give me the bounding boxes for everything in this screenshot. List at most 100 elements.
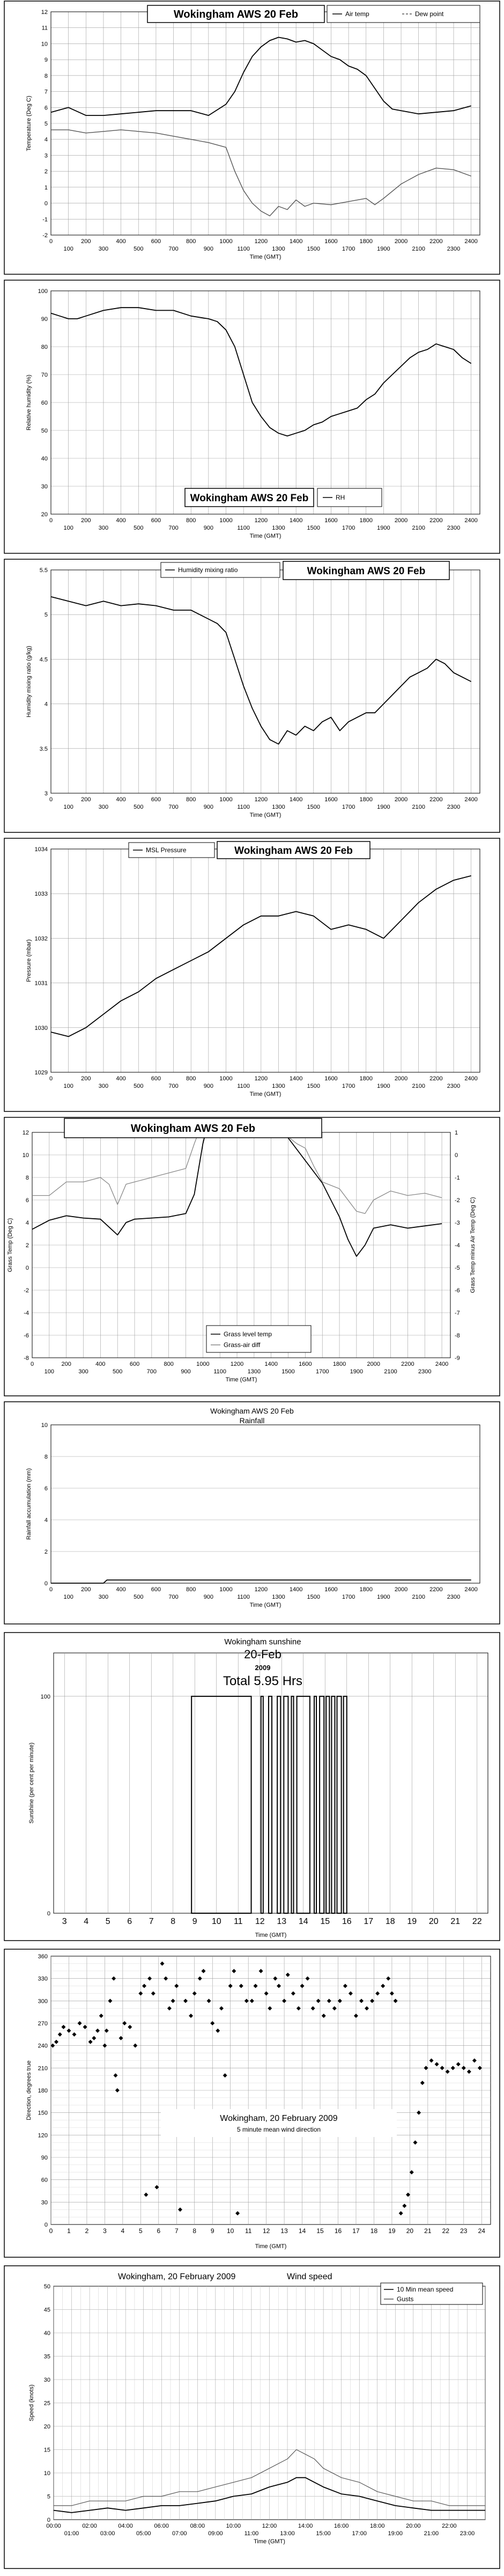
y-tick-label: 4 [45, 701, 48, 708]
sunshine-bar [291, 1695, 294, 1914]
data-point [201, 1968, 206, 1973]
x-tick-label: 14 [299, 1917, 308, 1926]
x-tick-label: 22 [442, 2227, 450, 2235]
x-tick-label: 1400 [290, 1586, 302, 1593]
y-axis-label: Pressure (mbar) [26, 939, 32, 982]
x-tick-label: 1800 [360, 796, 373, 803]
x-tick-label: 20 [429, 1917, 439, 1926]
series-line-mixing-ratio [50, 596, 472, 745]
data-point [147, 1976, 152, 1981]
x-tick-label: 200 [81, 796, 91, 803]
x-tick-label: 18 [386, 1917, 395, 1926]
data-point [219, 2006, 224, 2011]
y-tick-label: 0 [47, 2517, 50, 2523]
x-tick-label: 1300 [272, 1083, 285, 1089]
y-tick-label: 0 [45, 1580, 48, 1587]
chart-svg: 0 2 4 6 8 10 Rainfall accumulation (mm) Time (G… [4, 1401, 500, 1624]
data-point [253, 1984, 258, 1988]
y-axis-label: Grass Temp (Deg C) [7, 1218, 13, 1272]
plot-area [50, 569, 480, 794]
data-point [413, 2140, 418, 2145]
x-tick-label: 00:00 [46, 2523, 61, 2529]
x-tick-label: 5 [106, 1917, 110, 1926]
y-tick-label: -2 [42, 232, 48, 239]
x-tick-label: 300 [99, 1594, 108, 1600]
chart-svg: 0 100 Sunshine (per cent per minute) Time (… [4, 1632, 500, 1941]
x-tick-label: 10 [212, 1917, 221, 1926]
y-tick-label: -1 [42, 216, 48, 223]
x-tick-label: 8 [192, 2227, 196, 2235]
chart-svg: 3 3.5 4 4.5 5 5.5 Humidity mixing ratio (g/kg)… [4, 559, 500, 833]
chart-title: Wokingham AWS 20 Feb [174, 9, 298, 20]
x-tick-label: 15 [320, 1917, 330, 1926]
data-point [160, 1961, 165, 1966]
x-tick-label: 1900 [350, 1368, 363, 1375]
x-tick-label: 2 [85, 2227, 89, 2235]
x-tick-label: 200 [81, 1075, 91, 1082]
x-tick-label: 1200 [255, 517, 268, 524]
x-tick-label: 500 [134, 246, 143, 252]
y-tick-label: 6 [45, 105, 48, 111]
data-point [305, 1976, 310, 1981]
series-line-rh [50, 307, 472, 437]
y-tick-label: 1030 [35, 1025, 48, 1031]
x-tick-label: 2400 [464, 238, 477, 245]
x-axis-label: Time (GMT) [250, 254, 281, 260]
chart-subtitle: Wind speed [287, 2272, 332, 2281]
y2-tick-label: -2 [455, 1197, 460, 1204]
data-point [177, 2207, 182, 2212]
data-point [228, 1984, 233, 1988]
data-point [108, 1999, 113, 2003]
x-tick-label: 03:00 [100, 2530, 115, 2537]
x-tick-label: 1400 [290, 238, 302, 245]
x-tick-label: 100 [45, 1368, 54, 1375]
data-point [359, 1999, 364, 2003]
y-tick-label: 1 [45, 185, 48, 191]
x-tick-label: 800 [186, 517, 196, 524]
x-tick-label: 1900 [377, 1083, 390, 1089]
chart-title: Wokingham AWS 20 Feb [131, 1123, 255, 1135]
data-point [466, 2069, 471, 2074]
y-tick-label: 80 [41, 344, 48, 350]
x-tick-label: 900 [181, 1368, 190, 1375]
x-tick-label: 0 [49, 1075, 53, 1082]
x-tick-label: 05:00 [136, 2530, 151, 2537]
chart-subtitle: Rainfall [240, 1416, 265, 1425]
x-tick-label: 600 [151, 796, 161, 803]
x-tick-label: 2100 [412, 804, 425, 810]
x-tick-label: 1800 [333, 1361, 346, 1367]
x-axis-label: Time (GMT) [226, 1377, 257, 1383]
sunshine-bar [277, 1695, 281, 1914]
y-tick-label: 8 [26, 1175, 29, 1181]
data-point [440, 2066, 444, 2070]
x-tick-label: 600 [151, 1075, 161, 1082]
x-axis-label: Time (GMT) [250, 1602, 281, 1608]
x-tick-label: 800 [186, 1586, 196, 1593]
y-tick-label: 5 [45, 612, 48, 618]
sunshine-bar [319, 1695, 325, 1914]
y2-tick-label: 1 [455, 1130, 458, 1136]
x-tick-label: 10:00 [226, 2523, 241, 2529]
series-line-mean-speed [53, 2477, 485, 2513]
data-point [113, 2073, 118, 2078]
x-tick-label: 1000 [219, 796, 232, 803]
data-point [264, 1991, 269, 1996]
x-tick-label: 16 [342, 1917, 352, 1926]
chart-svg: 1029 1030 1031 1032 1033 1034 Pressure (mbar) T… [4, 838, 500, 1112]
mixing-ratio-chart-panel: 3 3.5 4 4.5 5 5.5 Humidity mixing ratio (g/kg)… [0, 558, 504, 835]
x-tick-label: 6 [127, 1917, 132, 1926]
x-tick-label: 1500 [281, 1368, 294, 1375]
data-point [386, 1976, 391, 1981]
x-tick-label: 2200 [429, 517, 442, 524]
x-tick-label: 500 [113, 1368, 122, 1375]
x-tick-label: 2400 [464, 1586, 477, 1593]
x-tick-label: 3 [103, 2227, 107, 2235]
x-tick-label: 19:00 [388, 2530, 403, 2537]
y-tick-label: 100 [38, 288, 48, 295]
wind-speed-chart-panel: 0 5 10 15 20 25 30 35 40 45 50 Speed (knots) Time (G… [0, 2265, 504, 2571]
x-tick-label: 600 [151, 517, 161, 524]
y-tick-label: 45 [44, 2307, 50, 2314]
data-point [244, 1999, 249, 2003]
x-tick-label: 1000 [219, 1586, 232, 1593]
y-tick-label: 60 [41, 2177, 48, 2184]
